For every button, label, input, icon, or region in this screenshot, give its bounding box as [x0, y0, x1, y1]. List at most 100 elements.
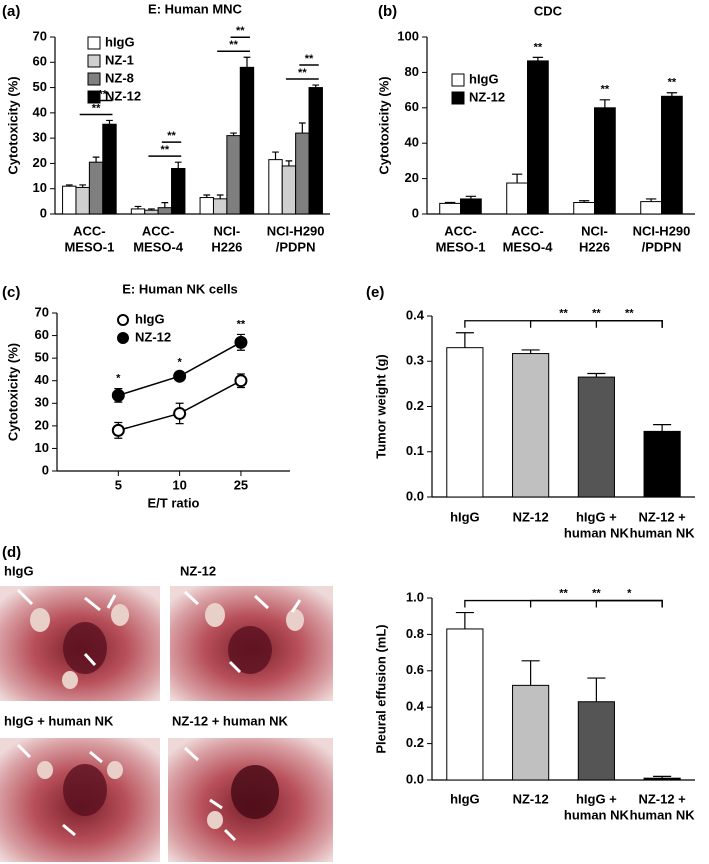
significance-label: ** [305, 53, 314, 65]
legend-label: NZ-12 [135, 329, 171, 344]
x-tick-label: ACC- [444, 223, 477, 238]
x-tick-label: hIgG [450, 791, 480, 806]
panel-label: (d) [2, 544, 21, 561]
significance-label: * [116, 373, 121, 385]
significance-label: ** [92, 102, 101, 114]
error-bar [285, 160, 293, 166]
chart-title: E: Human NK cells [122, 281, 238, 296]
y-tick-label: 0 [42, 462, 49, 477]
error-bar [312, 84, 320, 88]
error-bar [79, 184, 87, 188]
y-tick-label: 70 [33, 28, 47, 43]
line [118, 341, 242, 397]
bar [512, 684, 550, 781]
bar [594, 107, 616, 215]
legend-label: NZ-12 [469, 89, 505, 104]
bar [212, 198, 228, 215]
y-tick-label: 70 [35, 304, 49, 319]
photo [170, 586, 333, 701]
y-tick-label: 40 [33, 104, 47, 119]
legend-swatch [451, 73, 465, 87]
significance-label: ** [625, 308, 634, 320]
point [234, 335, 248, 349]
y-tick-label: 0.2 [406, 398, 424, 413]
x-axis-label: E/T ratio [147, 495, 199, 510]
y-tick-label: 0.0 [406, 771, 424, 786]
error-bar [230, 132, 237, 136]
y-tick-label: 0.3 [406, 353, 424, 368]
error-bar [455, 332, 474, 348]
significance-label: ** [534, 41, 543, 53]
panel-label: (b) [378, 3, 397, 20]
x-tick-label: 10 [172, 477, 186, 492]
bar [577, 376, 615, 498]
photo [168, 738, 333, 862]
x-tick-label: ACC- [142, 223, 175, 238]
y-tick-label: 0.8 [406, 626, 424, 641]
x-tick-label: ACC- [73, 223, 106, 238]
x-tick-label: NCI- [581, 223, 608, 238]
significance-label: ** [99, 88, 108, 100]
error-bar [465, 195, 477, 199]
y-tick-label: 20 [405, 170, 419, 185]
point [173, 406, 187, 420]
error-bar [174, 161, 182, 169]
y-tick-label: 50 [33, 79, 47, 94]
y-tick-label: 40 [35, 372, 49, 387]
legend-swatch [87, 54, 101, 68]
x-tick-label: NCI- [214, 223, 241, 238]
error-bar [532, 56, 544, 61]
bar [446, 628, 484, 781]
legend-marker [117, 314, 129, 326]
error-bar [444, 201, 456, 204]
legend-label: hIgG [469, 71, 499, 86]
x-tick-label: MESO-1 [436, 239, 486, 254]
significance-label: ** [161, 144, 170, 156]
significance-label: ** [229, 39, 238, 51]
significance-label: * [627, 587, 632, 599]
significance-bracket [595, 599, 663, 608]
error-bar [92, 156, 100, 163]
bar [130, 208, 146, 215]
bar [643, 430, 681, 498]
y-tick-label: 50 [35, 350, 49, 365]
photo [0, 586, 160, 701]
bar [268, 159, 283, 215]
error-bar [511, 173, 523, 184]
significance-label: ** [298, 67, 307, 79]
significance-label: ** [559, 587, 568, 599]
panel-label: (c) [2, 284, 20, 301]
x-tick-label: ACC- [511, 223, 544, 238]
bar [295, 132, 310, 215]
bar [577, 701, 615, 781]
y-tick-label: 1.0 [406, 589, 424, 604]
error-bar [134, 205, 142, 209]
x-tick-label: human NK [564, 807, 630, 822]
x-tick-label: MESO-4 [133, 239, 184, 254]
bar [171, 167, 186, 215]
x-tick-label: hIgG + [576, 791, 617, 806]
legend-label: NZ-12 [105, 88, 141, 103]
photo-caption: NZ-12 + human NK [172, 713, 289, 728]
error-bar [148, 208, 155, 211]
error-bar [216, 194, 224, 199]
significance-label: ** [237, 318, 246, 330]
significance-bracket [464, 320, 663, 328]
bar [527, 60, 549, 215]
bar [643, 777, 681, 781]
bar [199, 197, 214, 215]
photo [0, 738, 160, 862]
significance-label: ** [236, 25, 245, 37]
legend-marker [117, 332, 129, 344]
y-tick-label: 40 [405, 135, 419, 150]
x-tick-label: human NK [630, 525, 696, 540]
point [111, 388, 125, 402]
y-axis-label: Cytotoxicity (%) [376, 76, 391, 174]
bar [281, 165, 297, 215]
y-tick-label: 0.0 [406, 488, 424, 503]
error-bar [243, 56, 251, 68]
y-tick-label: 30 [35, 395, 49, 410]
x-tick-label: NZ-12 + [638, 509, 686, 524]
y-axis-label: Cytotoxicity (%) [5, 76, 20, 174]
